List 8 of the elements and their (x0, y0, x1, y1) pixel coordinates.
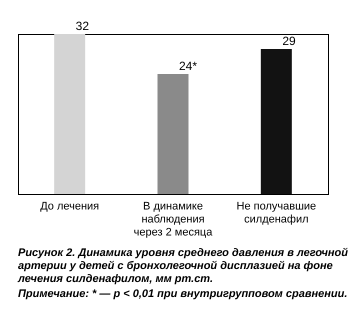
x-tick-label: До лечения (40, 200, 100, 212)
data-label: 32 (76, 19, 90, 33)
x-tick-label: В динамике наблюдения через 2 месяца (134, 200, 214, 238)
x-tick-label: Не получавшие силденафил (236, 200, 316, 226)
data-label: 24* (179, 59, 198, 73)
text: Рисунок 2. Динамика уровня среднего давления в легочной артерии у детей с бронхолегочной дисплазией на фоне лечения силденафилом, мм рт.ст. (17, 247, 348, 285)
data-label: 29 (282, 34, 296, 48)
text: Примечание: * — p < 0,01 при внутригрупповом сравнении. (18, 288, 348, 300)
